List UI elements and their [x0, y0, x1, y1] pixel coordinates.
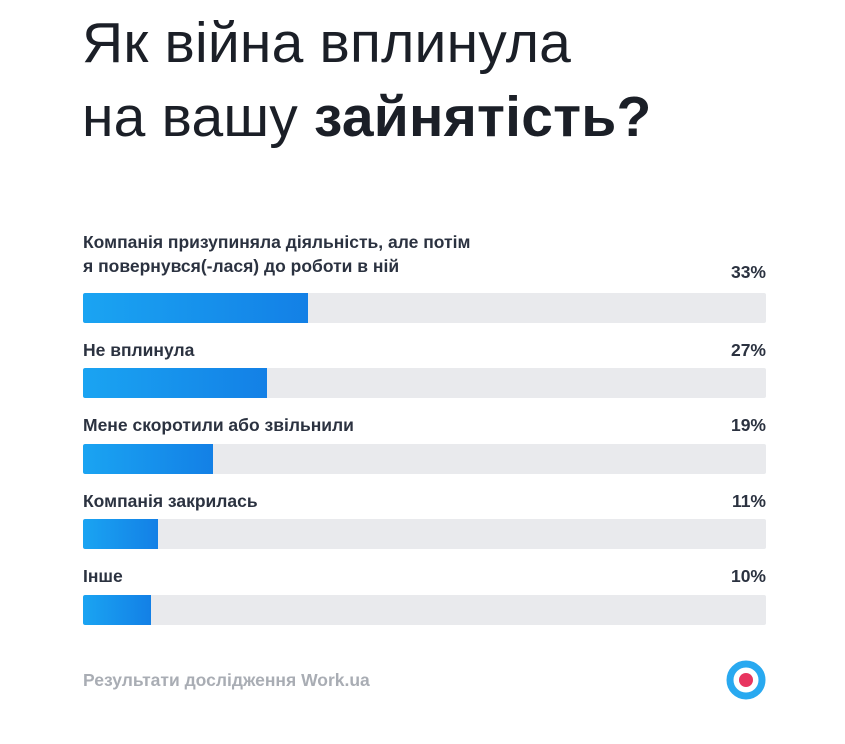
bar-label: Компанія закрилась	[83, 491, 258, 511]
bar	[83, 368, 268, 398]
bar	[83, 595, 152, 625]
bar-track	[83, 368, 766, 398]
bar-value-label: 19%	[730, 415, 766, 435]
bar-track	[83, 595, 766, 625]
bar-label: Мене скоротили або звільнили	[83, 415, 354, 435]
title-line-2-regular: на вашу	[82, 85, 315, 149]
bar-track	[83, 444, 766, 474]
work-ua-logo-icon	[726, 660, 766, 700]
bar-label: Не вплинула	[83, 340, 195, 360]
bar-value-label: 33%	[730, 262, 766, 282]
bar-label: Інше	[83, 566, 123, 586]
bar-value-label: 10%	[730, 566, 766, 586]
title-line-1: Як війна вплинула	[82, 11, 572, 75]
bar-label: Компанія призупиняла діяльність, але пот…	[83, 232, 471, 276]
chart-title: Як війна вплинула на вашу зайнятість?	[82, 6, 651, 154]
bar	[83, 444, 213, 474]
bar-value-label: 27%	[730, 340, 766, 360]
bar	[83, 293, 309, 323]
bar	[83, 519, 159, 549]
title-line-2-bold: зайнятість?	[314, 85, 652, 149]
bar-value-label: 11%	[731, 491, 766, 511]
bar-track	[83, 519, 766, 549]
bar-track	[83, 293, 766, 323]
source-caption: Результати дослідження Work.ua	[83, 670, 370, 690]
